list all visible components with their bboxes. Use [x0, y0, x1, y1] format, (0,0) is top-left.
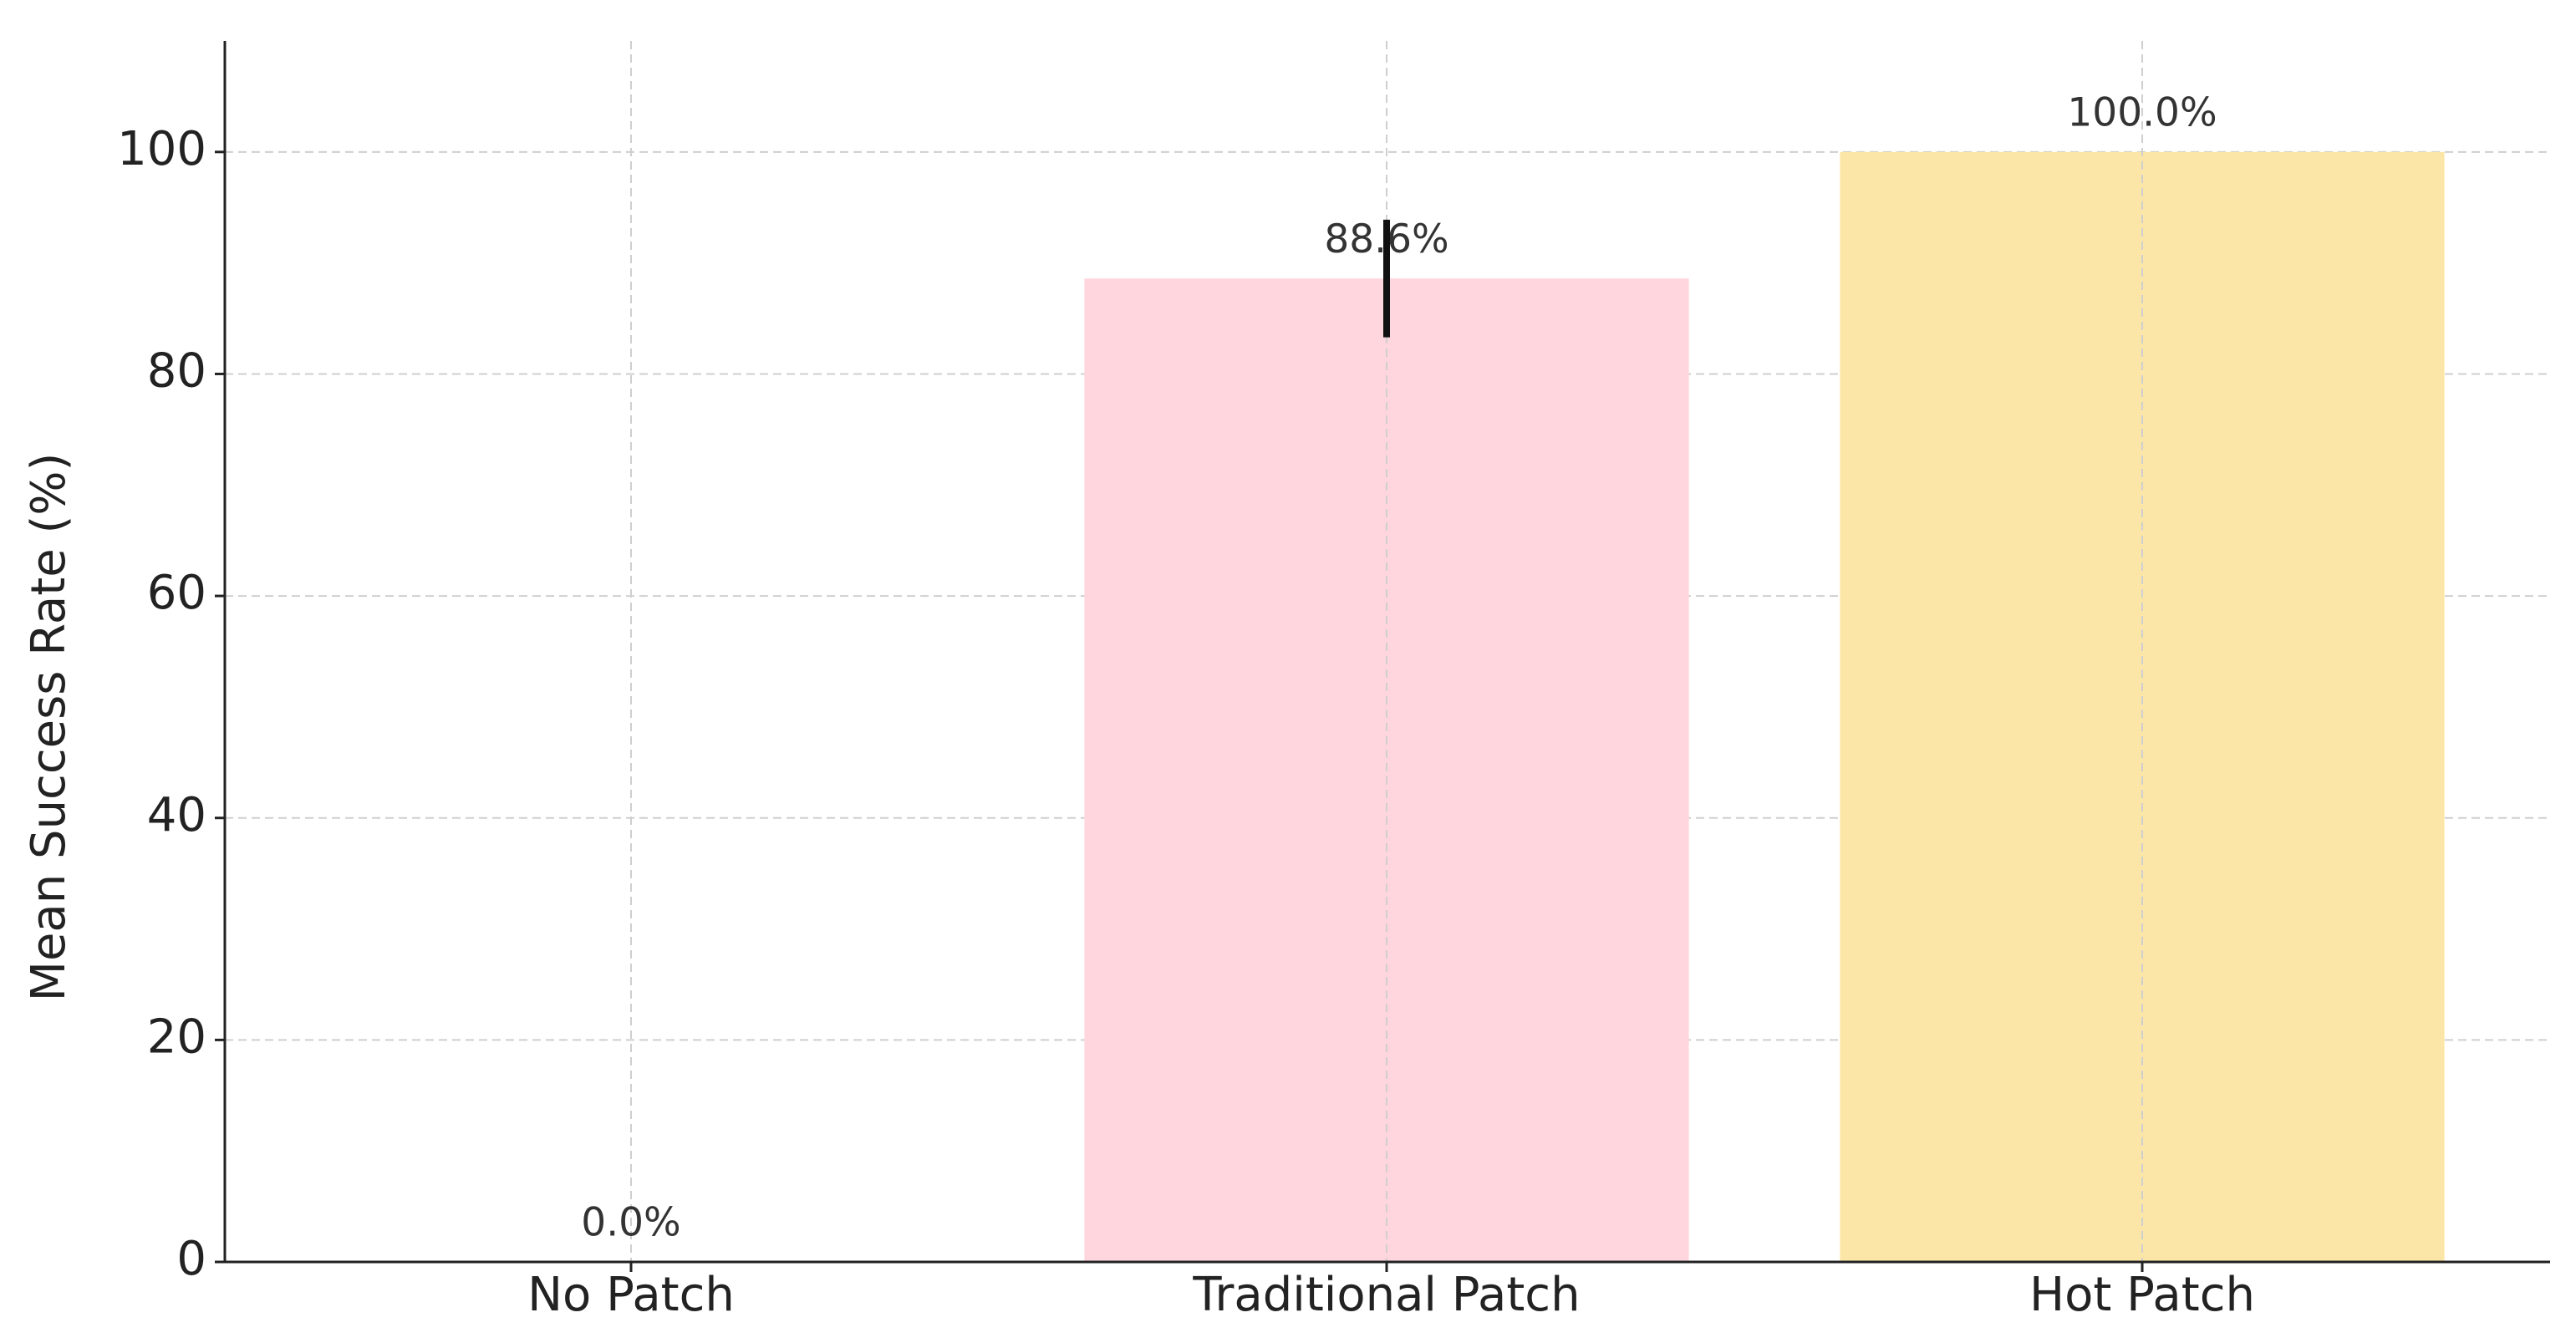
y-tick-label: 80 — [147, 344, 206, 399]
y-tick-label: 40 — [147, 788, 206, 842]
x-tick-label: No Patch — [527, 1268, 735, 1322]
y-tick-label: 0 — [176, 1232, 206, 1286]
y-tick-label: 60 — [147, 566, 206, 620]
y-axis-title: Mean Success Rate (%) — [22, 453, 76, 1002]
y-tick-label: 100 — [117, 122, 206, 176]
value-label: 100.0% — [2067, 89, 2217, 135]
x-tick-label: Hot Patch — [2029, 1268, 2255, 1322]
bar — [1840, 151, 2445, 1263]
y-tick-label: 20 — [147, 1010, 206, 1065]
x-tick-label: Traditional Patch — [1192, 1268, 1580, 1322]
value-label: 0.0% — [581, 1200, 680, 1246]
